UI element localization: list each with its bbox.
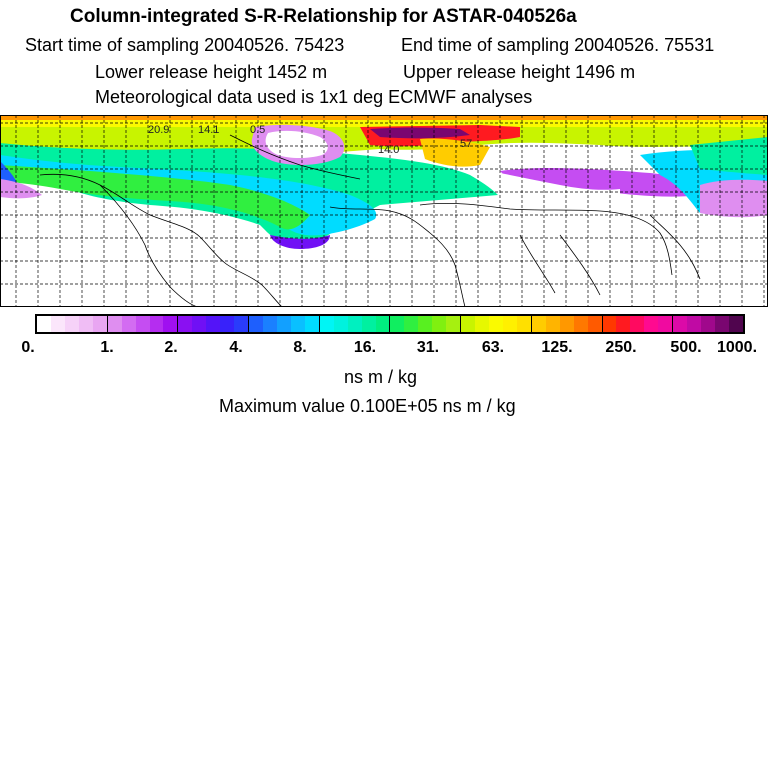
colorbar-swatch [290, 316, 305, 332]
colorbar-swatch [135, 316, 150, 332]
colorbar-tick-label: 1. [100, 339, 114, 356]
colorbar-swatch [701, 316, 715, 332]
colorbar-swatch [489, 316, 503, 332]
colorbar-tick-label: 31. [416, 339, 440, 356]
field-layer [0, 115, 768, 249]
colorbar-swatch [206, 316, 221, 332]
colorbar-swatch [163, 316, 179, 332]
colorbar-swatch [602, 316, 617, 332]
colorbar-swatch [715, 316, 729, 332]
colorbar-swatch [107, 316, 122, 332]
colorbar-swatch [418, 316, 433, 332]
upper-height-label: Upper release height 1496 m [403, 62, 636, 82]
plot-title: Column-integrated S-R-Relationship for A… [70, 6, 577, 27]
map-marker: 14.0 [378, 144, 399, 156]
colorbar-tick-label: 63. [481, 339, 505, 356]
colorbar-swatch [178, 316, 193, 332]
colorbar-units: ns m / kg [344, 367, 418, 387]
map-marker: 14.1 [198, 124, 219, 136]
colorbar-swatch [304, 316, 320, 332]
colorbar-swatch [375, 316, 391, 332]
colorbar-swatch [587, 316, 603, 332]
colorbar [35, 314, 745, 334]
colorbar-swatch [263, 316, 277, 332]
start-time-label: Start time of sampling 20040526. 75423 [25, 35, 345, 55]
colorbar-swatch [461, 316, 476, 332]
map-marker: 20.9 [148, 124, 169, 136]
colorbar-swatch [121, 316, 136, 332]
colorbar-swatch [333, 316, 348, 332]
end-time-label: End time of sampling 20040526. 75531 [401, 35, 715, 55]
map-grid [0, 115, 768, 307]
colorbar-swatch [516, 316, 532, 332]
colorbar-swatch [404, 316, 419, 332]
colorbar-tick-label: 125. [541, 339, 573, 356]
colorbar-tick-label: 250. [605, 339, 637, 356]
colorbar-swatch [92, 316, 108, 332]
colorbar-swatch [687, 316, 702, 332]
colorbar-swatch [531, 316, 546, 332]
colorbar-swatch [545, 316, 560, 332]
colorbar-swatch [573, 316, 588, 332]
colorbar-swatch [64, 316, 79, 332]
colorbar-swatch [319, 316, 334, 332]
met-data-label: Meteorological data used is 1x1 deg ECMW… [95, 87, 533, 107]
colorbar-swatch [78, 316, 93, 332]
colorbar-swatch [50, 316, 65, 332]
colorbar-swatch [616, 316, 631, 332]
max-value-label: Maximum value 0.100E+05 ns m / kg [219, 396, 516, 416]
colorbar-swatch [728, 316, 743, 332]
colorbar-swatch [347, 316, 362, 332]
colorbar-swatch [390, 316, 405, 332]
colorbar-swatch [361, 316, 376, 332]
map-markers: 20.9 14.1 0.5 14.0 57 [148, 124, 472, 156]
colorbar-swatch [276, 316, 291, 332]
colorbar-swatch [630, 316, 645, 332]
colorbar-swatch [234, 316, 250, 332]
colorbar-swatch [220, 316, 235, 332]
colorbar-swatch [658, 316, 674, 332]
colorbar-swatch [249, 316, 263, 332]
coastlines [39, 134, 701, 307]
colorbar-swatch [149, 316, 164, 332]
colorbar-swatch [559, 316, 574, 332]
colorbar-swatch [502, 316, 517, 332]
colorbar-tick-label: 500. [670, 339, 702, 356]
colorbar-tick-label: 0. [21, 339, 35, 356]
map-marker: 0.5 [250, 124, 265, 136]
colorbar-swatch [37, 316, 51, 332]
colorbar-swatch [475, 316, 489, 332]
colorbar-swatch [432, 316, 447, 332]
colorbar-swatch [673, 316, 688, 332]
colorbar-tick-label: 2. [164, 339, 178, 356]
colorbar-swatch [446, 316, 462, 332]
colorbar-swatch [644, 316, 659, 332]
map-marker: 57 [460, 138, 472, 150]
colorbar-tick-label: 16. [353, 339, 377, 356]
colorbar-tick-label: 4. [229, 339, 243, 356]
lower-height-label: Lower release height 1452 m [95, 62, 328, 82]
colorbar-tick-label: 8. [293, 339, 307, 356]
colorbar-swatch [192, 316, 207, 332]
colorbar-tick-label: 1000. [716, 339, 758, 356]
sr-relationship-map: 20.9 14.1 0.5 14.0 57 [0, 115, 768, 307]
